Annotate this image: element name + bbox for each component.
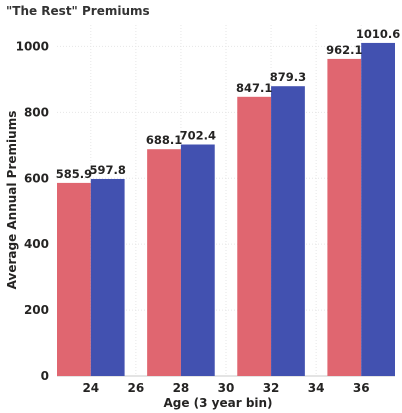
bar (90, 178, 125, 376)
x-axis-ticks: 24 26 28 30 32 34 36 (82, 381, 369, 395)
x-tick-label: 36 (353, 381, 370, 395)
y-tick-label: 0 (41, 369, 49, 383)
x-tick-label: 26 (128, 381, 145, 395)
data-label: 597.8 (90, 163, 126, 177)
data-label: 847.1 (236, 81, 272, 95)
data-label: 962.1 (326, 43, 362, 57)
x-tick-label: 28 (173, 381, 190, 395)
y-axis-title: Average Annual Premiums (5, 111, 19, 290)
data-label: 1010.6 (356, 27, 400, 41)
bar (237, 96, 272, 376)
x-tick-label: 32 (263, 381, 280, 395)
x-axis-title: Age (3 year bin) (163, 396, 272, 410)
y-tick-label: 800 (24, 105, 49, 119)
bar (57, 182, 91, 376)
x-tick-label: 34 (308, 381, 325, 395)
bar (180, 144, 215, 376)
data-label: 879.3 (270, 70, 306, 84)
data-label: 585.9 (56, 167, 92, 181)
y-tick-label: 1000 (16, 39, 49, 53)
data-label: 702.4 (180, 129, 216, 143)
x-tick-label: 30 (218, 381, 235, 395)
bar (361, 42, 395, 376)
y-tick-label: 400 (24, 237, 49, 251)
data-label: 688.1 (146, 133, 182, 147)
x-tick-label: 24 (82, 381, 99, 395)
bars (57, 42, 395, 377)
bar (147, 149, 181, 376)
y-axis-ticks: 0 200 400 600 800 1000 (16, 39, 49, 383)
bar (327, 58, 362, 377)
bar (271, 86, 305, 376)
y-tick-label: 600 (24, 171, 49, 185)
chart-title: "The Rest" Premiums (6, 4, 150, 18)
y-tick-label: 200 (24, 303, 49, 317)
